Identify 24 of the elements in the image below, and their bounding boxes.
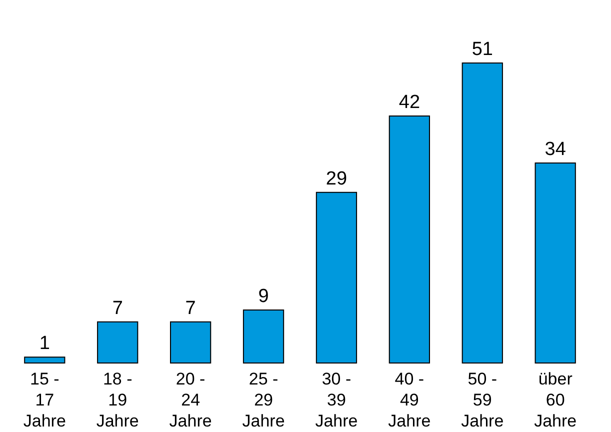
data-label: 34 — [544, 139, 566, 160]
bar — [170, 321, 212, 364]
x-tick-label: über 60 Jahre — [534, 370, 577, 430]
bar — [388, 115, 430, 364]
x-tick-label: 30 - 39 Jahre — [315, 370, 358, 430]
bar — [462, 62, 503, 364]
data-label: 29 — [326, 168, 348, 190]
x-tick-label: 18 - 19 Jahre — [96, 370, 139, 430]
x-tick-label: 20 - 24 Jahre — [169, 370, 212, 430]
bar — [534, 162, 576, 364]
x-tick-label: 25 - 29 Jahre — [242, 370, 285, 430]
bar — [24, 356, 66, 364]
data-label: 7 — [185, 298, 196, 319]
data-label: 7 — [112, 298, 123, 319]
data-label: 51 — [472, 39, 493, 60]
bar — [242, 310, 284, 364]
data-label: 9 — [258, 286, 269, 308]
data-label: 42 — [398, 92, 420, 113]
bar — [97, 321, 138, 364]
x-tick-label: 50 - 59 Jahre — [461, 370, 504, 430]
data-label: 1 — [39, 333, 50, 354]
x-tick-label: 15 - 17 Jahre — [23, 370, 66, 430]
bar — [316, 192, 358, 364]
x-tick-label: 40 - 49 Jahre — [388, 370, 431, 430]
